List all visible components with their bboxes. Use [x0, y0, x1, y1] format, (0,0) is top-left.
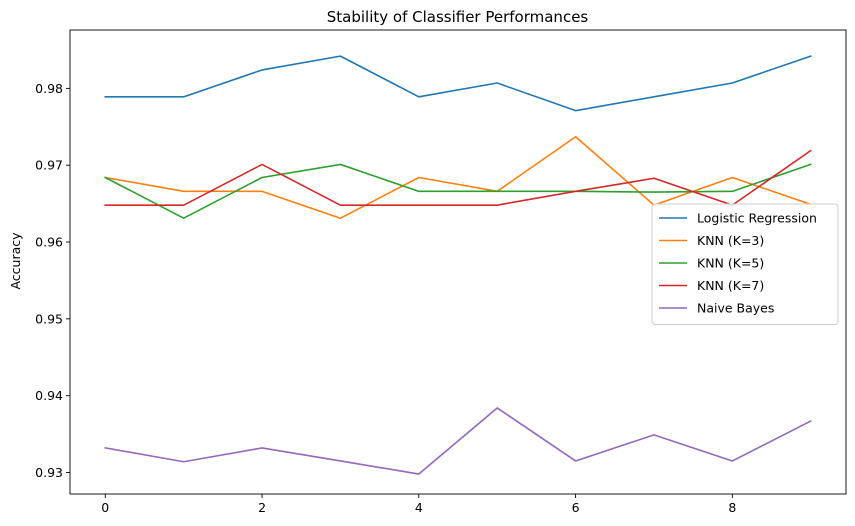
x-tick-label-4: 8 — [728, 500, 736, 515]
chart-title: Stability of Classifier Performances — [327, 8, 589, 26]
y-tick-label-1: 0.94 — [35, 388, 63, 403]
series-line-0 — [104, 55, 812, 112]
axes-layer: 0 2 4 6 8 0.93 0.94 0.95 0.96 0.97 0.98 — [35, 29, 847, 515]
series-layer — [104, 55, 812, 475]
x-tick-label-1: 2 — [258, 500, 266, 515]
legend-label-3: KNN (K=7) — [697, 278, 764, 293]
legend-label-2: KNN (K=5) — [697, 256, 764, 271]
x-tick-label-0: 0 — [101, 500, 109, 515]
x-tick-label-2: 4 — [415, 500, 423, 515]
y-tick-label-0: 0.93 — [35, 465, 63, 480]
y-tick-label-4: 0.97 — [35, 158, 63, 173]
legend-box — [651, 203, 839, 325]
series-line-3 — [104, 149, 812, 206]
legend-label-0: Logistic Regression — [697, 211, 817, 226]
y-tick-label-2: 0.95 — [35, 311, 63, 326]
y-axis-label: Accuracy — [8, 232, 23, 290]
legend: Logistic Regression KNN (K=3) KNN (K=5) KNN… — [651, 203, 839, 325]
series-line-4 — [104, 407, 812, 475]
legend-label-4: Naive Bayes — [697, 301, 774, 316]
x-tick-label-3: 6 — [572, 500, 580, 515]
y-tick-label-5: 0.98 — [35, 81, 63, 96]
y-tick-label-3: 0.96 — [35, 235, 63, 250]
legend-label-1: KNN (K=3) — [697, 233, 764, 248]
plot-frame — [69, 29, 847, 495]
